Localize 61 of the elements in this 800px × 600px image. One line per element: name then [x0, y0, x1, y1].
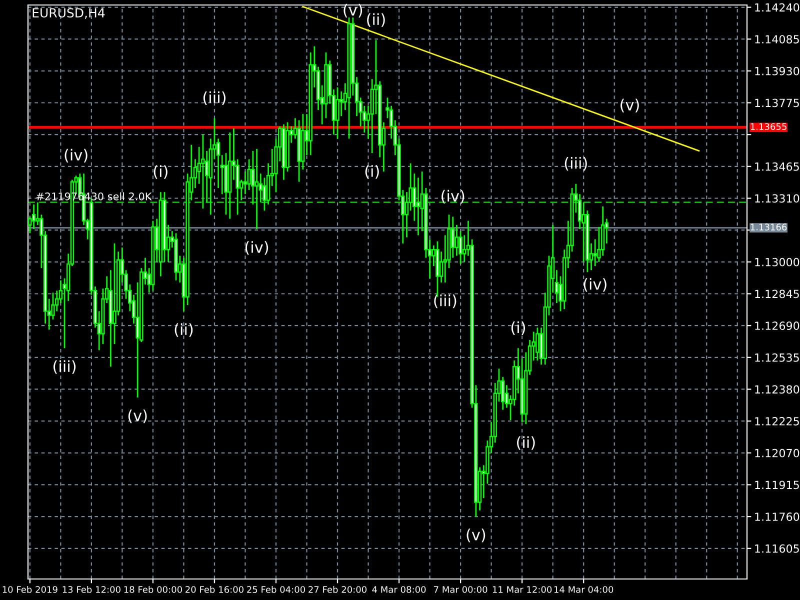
text: (iii): [564, 157, 587, 171]
text: (ii): [517, 436, 535, 450]
y-tick-label: 1.11760: [755, 512, 800, 521]
y-tick-label: 1.12070: [755, 448, 800, 458]
x-tick-label: 11 Mar 12:00: [492, 586, 552, 593]
chart-title: EURUSD,H4: [32, 8, 105, 19]
ref-line-label: 1.13655: [750, 123, 786, 130]
text: (iii): [434, 294, 456, 308]
y-tick-label: 1.13465: [755, 162, 799, 171]
y-tick-label: 1.13310: [755, 194, 800, 203]
candlestick: [454, 224, 459, 256]
x-tick-label: 4 Mar 08:00: [372, 586, 426, 593]
x-tick-label: 20 Feb 16:00: [186, 586, 244, 593]
y-tick-label: 1.11605: [755, 544, 799, 553]
text: (i): [511, 321, 525, 335]
candlestick: [340, 90, 344, 117]
candlestick: [243, 170, 248, 195]
y-tick-label: 1.12380: [755, 385, 800, 394]
text: (i): [154, 165, 168, 179]
candlestick: [262, 177, 266, 212]
text: (v): [344, 4, 362, 18]
candlestick: [593, 238, 597, 267]
candlestick: [451, 216, 455, 258]
y-tick-label: 1.14240: [755, 3, 800, 12]
x-tick-label: 25 Feb 04:00: [247, 586, 306, 593]
candlestick: [247, 158, 251, 191]
y-tick-label: 1.13930: [755, 66, 800, 76]
text: (iii): [54, 360, 76, 374]
text: (ii): [367, 13, 385, 27]
candlestick: [112, 242, 116, 345]
x-tick-label: 10 Feb 2019: [2, 586, 58, 593]
y-tick-label: 1.13000: [755, 258, 800, 266]
text: (i): [365, 165, 379, 179]
candlestick: [336, 86, 340, 140]
text: (iv): [64, 148, 88, 162]
text: (ii): [174, 323, 193, 337]
text: (iv): [442, 190, 464, 204]
y-tick-label: 1.12845: [755, 290, 799, 298]
x-tick-label: 14 Mar 04:00: [554, 586, 614, 593]
y-tick-label: 1.12690: [755, 322, 800, 330]
candlestick: [32, 204, 36, 230]
candlestick: [254, 148, 259, 230]
y-tick-label: 1.13775: [755, 98, 799, 108]
candlestick: [416, 177, 420, 236]
y-tick-label: 1.11915: [755, 480, 799, 490]
y-tick-label: 1.12225: [755, 417, 799, 426]
y-tick-label: 1.14085: [755, 35, 799, 44]
text: (v): [466, 528, 486, 542]
candlestick: [201, 134, 205, 210]
data-label: (v): [620, 98, 639, 112]
x-tick-label: 18 Feb 00:00: [124, 586, 182, 593]
candlestick: [536, 326, 540, 362]
x-tick-label: 13 Feb 12:00: [62, 586, 120, 593]
text: (iv): [584, 278, 606, 292]
y-tick-label: 1.12535: [755, 353, 799, 362]
x-tick-label: 7 Mar 00:00: [434, 586, 488, 593]
text: (iv): [245, 241, 268, 255]
ref-line-label: 1.13166: [750, 224, 787, 230]
text: (iii): [203, 91, 226, 105]
x-tick-label: 27 Feb 20:00: [308, 586, 367, 593]
text: (v): [128, 410, 147, 424]
